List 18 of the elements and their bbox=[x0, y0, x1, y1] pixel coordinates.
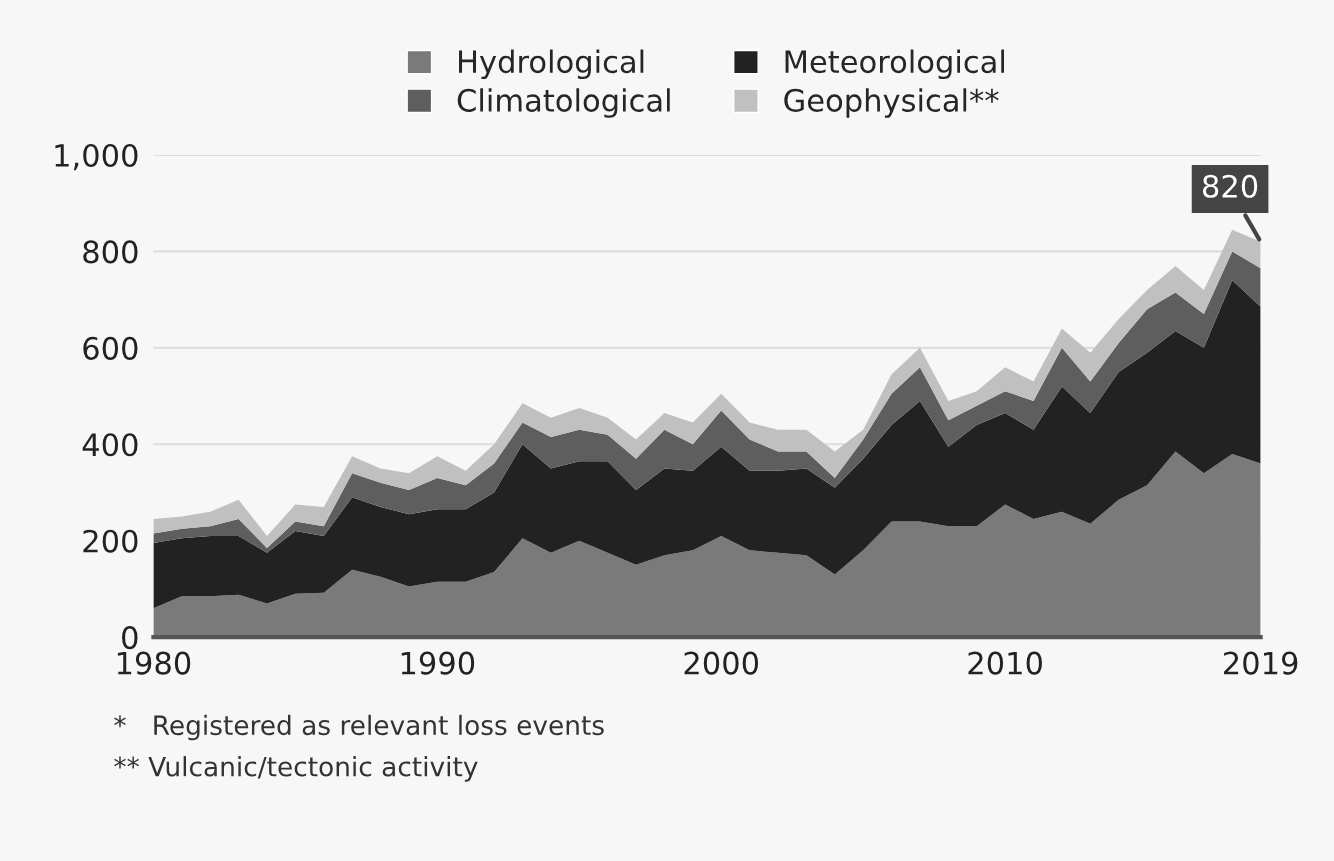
legend-label: Meteorological bbox=[785, 49, 1005, 80]
text: * Registered as relevant loss events bbox=[114, 714, 604, 741]
y-tick-label: 800 bbox=[83, 240, 138, 264]
y-tick-label: 400 bbox=[82, 433, 138, 457]
legend-label: Geophysical** bbox=[784, 88, 999, 118]
x-tick-label: 1990 bbox=[401, 651, 475, 675]
y-tick-label: 600 bbox=[83, 336, 138, 360]
annotation: 820 bbox=[1202, 174, 1258, 198]
x-tick-label: 2019 bbox=[1223, 651, 1298, 675]
x-tick-label: 2010 bbox=[968, 651, 1042, 675]
y-tick-label: 0 bbox=[122, 626, 138, 650]
legend-label: Climatological bbox=[457, 88, 670, 118]
y-tick-label: 1,000 bbox=[55, 143, 138, 171]
y-tick-label: 200 bbox=[83, 529, 138, 553]
text: ** Vulcanic/tectonic activity bbox=[114, 756, 478, 782]
x-tick-label: 1980 bbox=[117, 651, 191, 675]
x-tick-label: 2000 bbox=[684, 651, 759, 675]
legend-label: Hydrological bbox=[459, 49, 644, 80]
